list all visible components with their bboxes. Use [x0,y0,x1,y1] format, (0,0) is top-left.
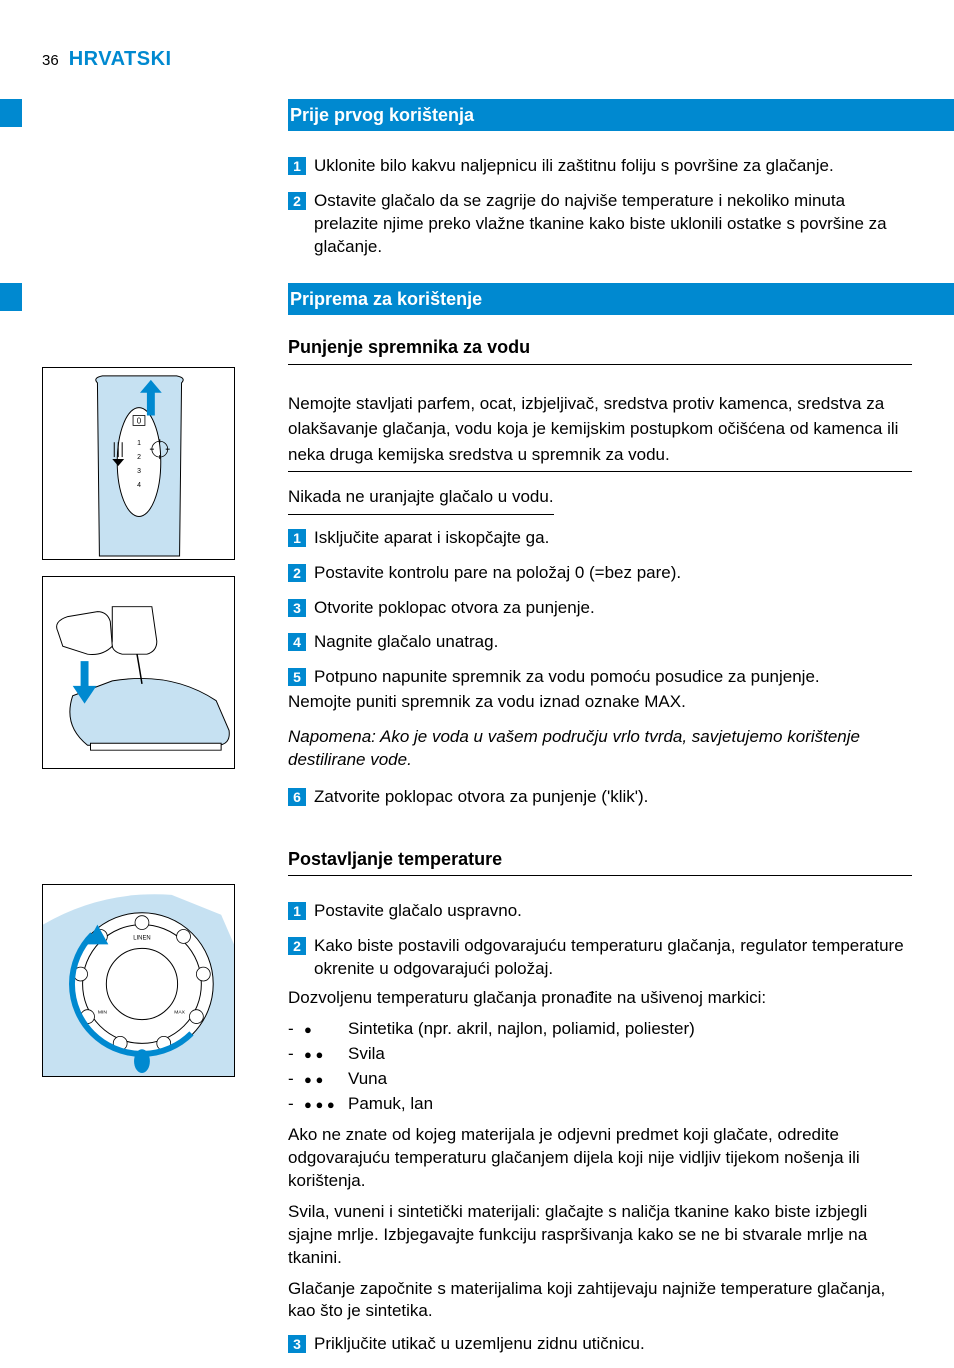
svg-text:0: 0 [137,417,142,426]
svg-text:1: 1 [137,441,141,448]
svg-text:3: 3 [137,468,141,475]
prepare-content: 0 1 2 3 4 [0,315,954,1368]
illustration-fill-water [42,576,235,769]
step-item: 4Nagnite glačalo unatrag. [288,631,912,654]
section-title: Priprema za korištenje [288,283,954,315]
step-item: 5Potpuno napunite spremnik za vodu pomoć… [288,666,912,689]
subheading-fill-tank: Punjenje spremnika za vodu [288,335,912,364]
subheading-temperature: Postavljanje temperature [288,847,912,876]
section-bar-before-first: Prije prvog korištenja [0,99,954,131]
illustration-temp-dial: LINEN MIN MAX [42,884,235,1077]
para-start-low: Glačanje započnite s materijalima koji z… [288,1278,912,1324]
section-bar-prepare: Priprema za korištenje [0,283,954,315]
temp-step3: 3Priključite utikač u uzemljenu zidnu ut… [288,1333,912,1356]
illustration-steam-control: 0 1 2 3 4 [42,367,235,560]
fill-step6: 6Zatvorite poklopac otvora za punjenje (… [288,786,912,809]
language-title: HRVATSKI [69,46,172,73]
svg-text:4: 4 [137,482,141,489]
svg-text:LINEN: LINEN [133,936,150,942]
step-item: 2Ostavite glačalo da se zagrije do najvi… [288,190,912,259]
step-item: 3Priključite utikač u uzemljenu zidnu ut… [288,1333,912,1356]
step-item: 2Kako biste postavili odgovarajuću tempe… [288,935,912,981]
materials-list: -●Sintetika (npr. akril, najlon, poliami… [288,1018,912,1116]
svg-text:MAX: MAX [174,1010,185,1016]
fill-steps: 1Isključite aparat i iskopčajte ga. 2Pos… [288,527,912,690]
svg-text:MIN: MIN [98,1010,107,1016]
step-number: 2 [288,192,306,210]
para-silk-wool: Svila, vuneni i sintetički materijali: g… [288,1201,912,1270]
svg-text:2: 2 [137,454,141,461]
material-item: -● ● ●Pamuk, lan [288,1093,912,1116]
step-item: 2Postavite kontrolu pare na položaj 0 (=… [288,562,912,585]
para-unknown-material: Ako ne znate od kojeg materijala je odje… [288,1124,912,1193]
before-first-steps: 1Uklonite bilo kakvu naljepnicu ili zašt… [288,155,912,259]
material-item: -● ●Vuna [288,1068,912,1091]
step-item: 3Otvorite poklopac otvora za punjenje. [288,597,912,620]
material-item: -●Sintetika (npr. akril, najlon, poliami… [288,1018,912,1041]
section-title: Prije prvog korištenja [288,99,954,131]
note-hard-water: Napomena: Ako je voda u vašem području v… [288,726,912,772]
warning-chemicals: Nemojte stavljati parfem, ocat, izbjelji… [288,391,912,473]
step-item: 1Uklonite bilo kakvu naljepnicu ili zašt… [288,155,912,178]
warning-immerse: Nikada ne uranjajte glačalo u vodu. [288,484,554,515]
step-item: 1Postavite glačalo uspravno. [288,900,912,923]
page-header: 36 HRVATSKI [0,0,954,87]
find-temp-label: Dozvoljenu temperaturu glačanja pronađit… [288,987,912,1010]
step-number: 1 [288,157,306,175]
step5-extra: Nemojte puniti spremnik za vodu iznad oz… [288,691,912,714]
temp-steps-1-2: 1Postavite glačalo uspravno. 2Kako biste… [288,900,912,981]
before-first-content: 1Uklonite bilo kakvu naljepnicu ili zašt… [0,131,954,271]
step-item: 1Isključite aparat i iskopčajte ga. [288,527,912,550]
step-item: 6Zatvorite poklopac otvora za punjenje (… [288,786,912,809]
material-item: -● ●Svila [288,1043,912,1066]
page-number: 36 [42,51,59,71]
